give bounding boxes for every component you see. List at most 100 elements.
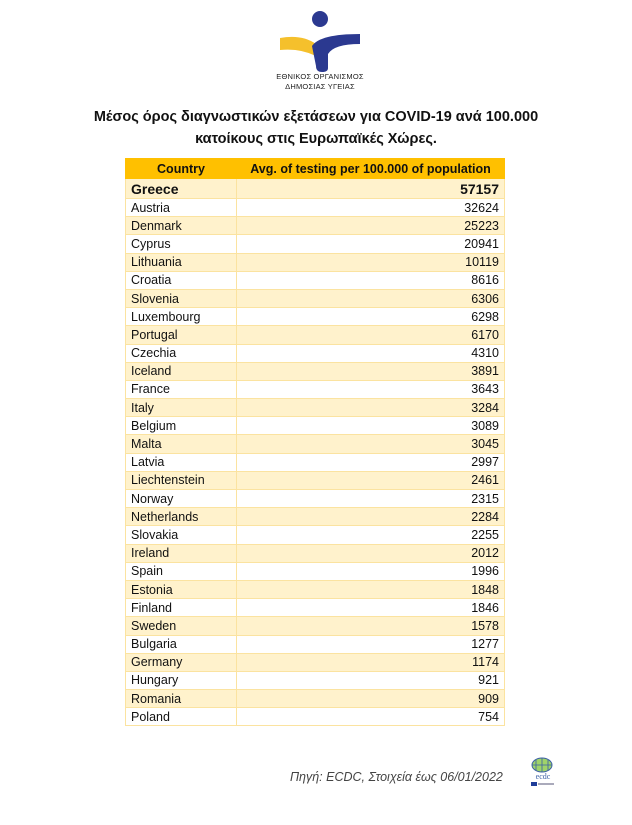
table-row: Liechtenstein 2461	[125, 470, 505, 491]
value-cell: 2284	[236, 507, 505, 527]
table-row: Hungary 921	[125, 670, 505, 691]
logo-text-line1: ΕΘΝΙΚΟΣ ΟΡΓΑΝΙΣΜΟΣ	[276, 72, 364, 81]
table-row: Greece 57157	[125, 178, 505, 199]
country-cell: Iceland	[125, 361, 237, 381]
value-cell: 2997	[236, 452, 505, 472]
table-row: Belgium 3089	[125, 416, 505, 436]
eody-logo-icon	[280, 11, 360, 72]
country-cell: Denmark	[125, 216, 237, 236]
table-row: Germany 1174	[125, 652, 505, 672]
column-header-country: Country	[125, 158, 237, 179]
country-cell: Norway	[125, 488, 237, 509]
table-row: Norway 2315	[125, 488, 505, 509]
value-cell: 3891	[236, 361, 505, 381]
value-cell: 1996	[236, 561, 505, 581]
value-cell: 6298	[236, 307, 505, 327]
table-row: Italy 3284	[125, 398, 505, 418]
source-note: Πηγή: ECDC, Στοιχεία έως 06/01/2022	[290, 770, 503, 784]
value-cell: 8616	[236, 270, 505, 290]
value-cell: 32624	[236, 197, 505, 218]
value-cell: 3089	[236, 416, 505, 436]
value-cell: 25223	[236, 216, 505, 236]
value-cell: 1846	[236, 598, 505, 618]
logo-text-line2: ΔΗΜΟΣΙΑΣ ΥΓΕΙΑΣ	[285, 82, 355, 91]
country-cell: Luxembourg	[125, 307, 237, 327]
value-cell: 20941	[236, 234, 505, 254]
country-cell: Sweden	[125, 616, 237, 636]
table-row: Malta 3045	[125, 434, 505, 454]
country-cell: Belgium	[125, 416, 237, 436]
country-cell: Slovakia	[125, 525, 237, 545]
value-cell: 6170	[236, 325, 505, 345]
country-cell: Romania	[125, 689, 237, 709]
table-row: Luxembourg 6298	[125, 307, 505, 327]
country-cell: Ireland	[125, 543, 237, 563]
value-cell: 921	[236, 670, 505, 691]
table-row: Romania 909	[125, 689, 505, 709]
country-cell: Finland	[125, 598, 237, 618]
table-row: Croatia 8616	[125, 270, 505, 290]
testing-table: Country Avg. of testing per 100.000 of p…	[125, 158, 505, 727]
country-cell: Czechia	[125, 343, 237, 363]
country-cell: Slovenia	[125, 288, 237, 309]
table-row: Sweden 1578	[125, 616, 505, 636]
value-cell: 57157	[236, 178, 505, 199]
table-row: Denmark 25223	[125, 216, 505, 236]
country-cell: Netherlands	[125, 507, 237, 527]
country-cell: Lithuania	[125, 252, 237, 272]
country-cell: Austria	[125, 197, 237, 218]
value-cell: 1848	[236, 579, 505, 600]
ecdc-logo-icon: ecdc	[531, 757, 554, 786]
country-cell: Hungary	[125, 670, 237, 691]
value-cell: 4310	[236, 343, 505, 363]
value-cell: 2255	[236, 525, 505, 545]
country-cell: Spain	[125, 561, 237, 581]
table-row: Bulgaria 1277	[125, 634, 505, 654]
country-cell: Greece	[125, 178, 237, 199]
table-row: Portugal 6170	[125, 325, 505, 345]
country-cell: Germany	[125, 652, 237, 672]
value-cell: 754	[236, 707, 505, 727]
value-cell: 3284	[236, 398, 505, 418]
country-cell: Italy	[125, 398, 237, 418]
country-cell: Estonia	[125, 579, 237, 600]
country-cell: Cyprus	[125, 234, 237, 254]
table-row: Slovenia 6306	[125, 288, 505, 309]
page-title: Μέσος όρος διαγνωστικών εξετάσεων για CO…	[60, 106, 572, 150]
country-cell: Bulgaria	[125, 634, 237, 654]
value-cell: 6306	[236, 288, 505, 309]
table-row: Lithuania 10119	[125, 252, 505, 272]
table-row: Estonia 1848	[125, 579, 505, 600]
title-line1: Μέσος όρος διαγνωστικών εξετάσεων για CO…	[93, 109, 539, 125]
table-row: Netherlands 2284	[125, 507, 505, 527]
table-row: Iceland 3891	[125, 361, 505, 381]
value-cell: 3045	[236, 434, 505, 454]
value-cell: 10119	[236, 252, 505, 272]
country-cell: Latvia	[125, 452, 237, 472]
table-row: Czechia 4310	[125, 343, 505, 363]
table-header-row: Country Avg. of testing per 100.000 of p…	[125, 158, 505, 179]
value-cell: 1277	[236, 634, 505, 654]
country-cell: Malta	[125, 434, 237, 454]
table-row: Poland 754	[125, 707, 505, 727]
title-line2: κατοίκους στις Ευρωπαϊκές Χώρες.	[195, 131, 437, 147]
value-cell: 909	[236, 689, 505, 709]
table-row: Austria 32624	[125, 197, 505, 218]
table-row: Cyprus 20941	[125, 234, 505, 254]
value-cell: 3643	[236, 379, 505, 400]
table-row: Spain 1996	[125, 561, 505, 581]
value-cell: 2461	[236, 470, 505, 491]
table-row: France 3643	[125, 379, 505, 400]
country-cell: Liechtenstein	[125, 470, 237, 491]
country-cell: Croatia	[125, 270, 237, 290]
table-row: Finland 1846	[125, 598, 505, 618]
table-row: Ireland 2012	[125, 543, 505, 563]
country-cell: France	[125, 379, 237, 400]
logo-text: ΕΘΝΙΚΟΣ ΟΡΓΑΝΙΣΜΟΣ ΔΗΜΟΣΙΑΣ ΥΓΕΙΑΣ	[262, 72, 378, 92]
table-row: Slovakia 2255	[125, 525, 505, 545]
value-cell: 1578	[236, 616, 505, 636]
svg-text:ecdc: ecdc	[536, 772, 551, 781]
value-cell: 1174	[236, 652, 505, 672]
value-cell: 2012	[236, 543, 505, 563]
country-cell: Poland	[125, 707, 237, 727]
